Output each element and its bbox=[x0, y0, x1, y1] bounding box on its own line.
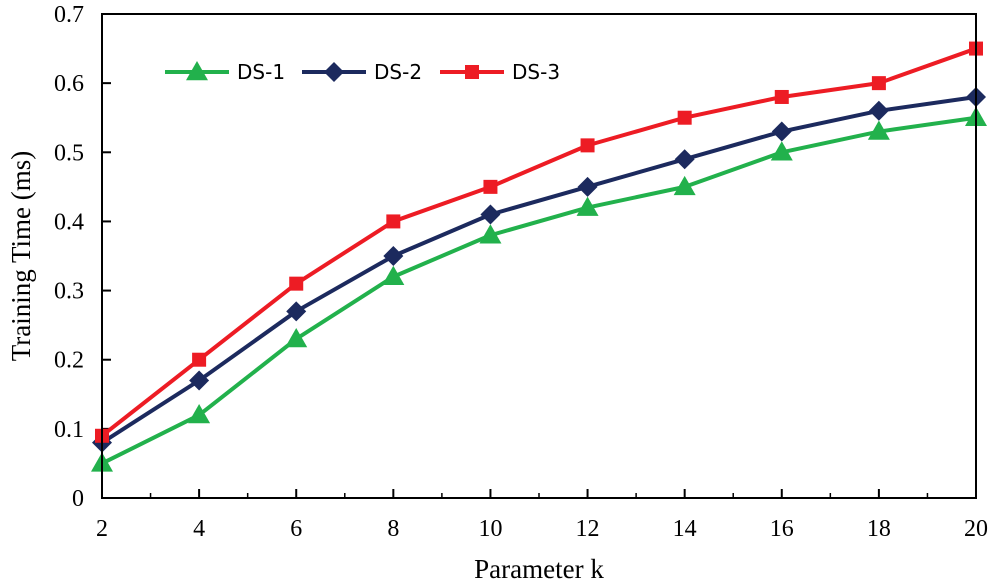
data-point-ds-1 bbox=[576, 196, 599, 216]
data-point-ds-3 bbox=[677, 110, 692, 125]
x-tick-label: 14 bbox=[673, 516, 697, 542]
data-point-ds-3 bbox=[386, 214, 401, 229]
x-tick-label: 10 bbox=[478, 516, 502, 542]
x-tick-label: 12 bbox=[576, 516, 600, 542]
data-point-ds-2 bbox=[480, 204, 501, 225]
x-tick-label: 2 bbox=[96, 516, 108, 542]
y-tick-label: 0.5 bbox=[54, 140, 84, 166]
y-tick-label: 0.2 bbox=[54, 348, 84, 374]
x-axis-title: Parameter k bbox=[474, 554, 604, 584]
data-point-ds-1 bbox=[188, 404, 211, 424]
y-tick-label: 0.6 bbox=[54, 71, 84, 97]
data-point-ds-2 bbox=[383, 246, 404, 266]
data-point-ds-1 bbox=[479, 224, 502, 244]
data-point-ds-3 bbox=[289, 276, 304, 291]
legend-marker-ds-3 bbox=[465, 65, 479, 79]
y-tick-label: 0.3 bbox=[54, 279, 84, 305]
series-ds-2 bbox=[92, 86, 986, 453]
series-ds-1 bbox=[91, 106, 987, 472]
data-point-ds-2 bbox=[868, 100, 889, 121]
x-tick-label: 18 bbox=[867, 516, 891, 542]
series-layer bbox=[91, 41, 987, 472]
data-point-ds-2 bbox=[577, 176, 598, 197]
data-point-ds-3 bbox=[774, 89, 789, 104]
data-point-ds-1 bbox=[867, 120, 890, 140]
x-tick-label: 4 bbox=[193, 516, 205, 542]
data-point-ds-2 bbox=[189, 370, 210, 391]
x-tick-label: 8 bbox=[387, 516, 399, 542]
data-point-ds-1 bbox=[770, 141, 793, 161]
data-point-ds-1 bbox=[673, 175, 696, 196]
legend: DS-1 DS-2 DS-3 bbox=[165, 60, 560, 84]
data-point-ds-1 bbox=[382, 265, 405, 285]
data-point-ds-3 bbox=[483, 179, 498, 194]
legend-item-ds-3: DS-3 bbox=[440, 60, 560, 84]
data-point-ds-1 bbox=[285, 327, 308, 348]
legend-label-ds-3: DS-3 bbox=[512, 60, 560, 84]
y-axis-title: Training Time (ms) bbox=[6, 151, 36, 362]
series-line-ds-3 bbox=[100, 46, 977, 438]
series-ds-3 bbox=[95, 41, 983, 443]
data-point-ds-3 bbox=[580, 138, 595, 153]
labels-layer: 0 0.1 0.2 0.3 0.4 0.5 0.6 0.7 2 4 6 8 10 12 14 16 18 20 bbox=[54, 2, 988, 542]
data-point-ds-2 bbox=[286, 301, 307, 322]
legend-item-ds-1: DS-1 bbox=[165, 60, 285, 84]
plot-frame bbox=[101, 13, 977, 499]
data-point-ds-2 bbox=[674, 149, 695, 170]
x-tick-label: 16 bbox=[770, 516, 794, 542]
y-tick-label: 0.7 bbox=[54, 2, 84, 28]
legend-label-ds-1: DS-1 bbox=[237, 60, 285, 84]
legend-marker-ds-2 bbox=[324, 62, 344, 82]
x-tick-label: 20 bbox=[964, 516, 988, 542]
y-tick-label: 0.1 bbox=[54, 417, 84, 443]
legend-item-ds-2: DS-2 bbox=[302, 60, 422, 84]
data-point-ds-2 bbox=[771, 121, 792, 142]
series-line-ds-1 bbox=[101, 115, 977, 466]
legend-marker-ds-1 bbox=[186, 61, 208, 81]
series-line-ds-2 bbox=[100, 94, 977, 445]
y-tick-label: 0.4 bbox=[54, 209, 84, 235]
data-point-ds-3 bbox=[192, 352, 207, 367]
x-tick-label: 6 bbox=[290, 516, 302, 542]
legend-label-ds-2: DS-2 bbox=[374, 60, 422, 84]
y-tick-label: 0 bbox=[72, 486, 84, 512]
data-point-ds-3 bbox=[871, 76, 886, 91]
